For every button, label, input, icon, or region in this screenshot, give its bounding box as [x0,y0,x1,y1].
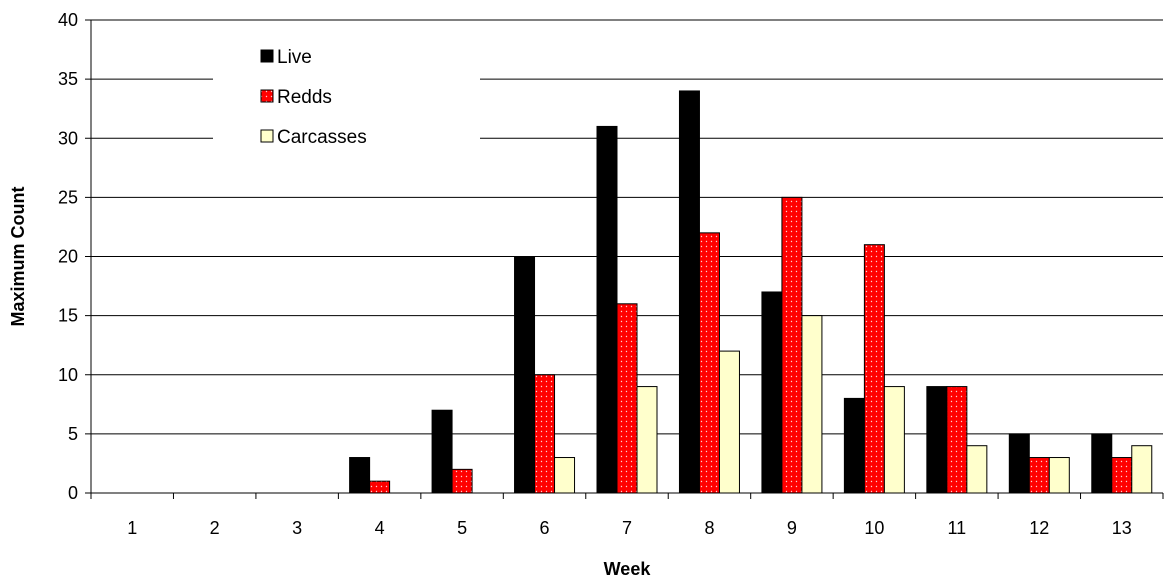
axes [85,19,1164,499]
y-tick-label: 35 [58,69,78,89]
y-tick-label: 10 [58,365,78,385]
bar-carcasses-week-6 [554,457,576,494]
legend-label-redds: Redds [277,87,332,108]
bar-redds-week-6 [534,374,556,494]
x-tick-label: 9 [787,518,797,538]
bar-redds-week-9 [781,196,803,494]
x-tick-label: 3 [292,518,302,538]
bar-carcasses-week-9 [801,315,823,494]
bar-redds-week-5 [451,468,473,494]
y-tick-label: 5 [68,424,78,444]
bar-carcasses-week-10 [883,386,905,494]
legend-swatch-redds [260,89,274,103]
bar-live-week-5 [431,409,453,494]
x-tick-label: 11 [948,518,967,538]
x-tick-label: 13 [1112,518,1132,538]
bar-carcasses-week-12 [1048,457,1070,494]
bar-carcasses-week-11 [966,445,988,494]
bar-live-week-7 [596,125,618,494]
x-tick-label: 6 [540,518,550,538]
y-tick-label: 25 [58,187,78,207]
x-tick-label: 1 [127,518,137,538]
bar-live-week-4 [349,457,371,494]
legend-label-carcasses: Carcasses [277,127,367,148]
y-tick-label: 15 [58,306,78,326]
bar-live-week-9 [761,291,783,494]
y-tick-label: 40 [58,10,78,30]
bar-redds-week-10 [863,244,885,494]
bar-redds-week-8 [698,232,720,494]
bar-redds-week-11 [946,386,968,494]
x-tick-label: 4 [375,518,385,538]
bar-live-week-12 [1008,433,1030,494]
y-tick-label: 20 [58,247,78,267]
legend-swatch-carcasses [260,129,274,143]
bar-live-week-13 [1091,433,1113,494]
bar-redds-week-13 [1111,457,1133,494]
x-tick-label: 5 [457,518,467,538]
bar-redds-week-7 [616,303,638,494]
x-tick-label: 7 [622,518,632,538]
x-tick-label: 10 [864,518,884,538]
bar-carcasses-week-7 [636,386,658,494]
bar-live-week-6 [514,256,536,494]
bar-live-week-11 [926,386,948,494]
bar-live-week-8 [678,90,700,494]
bar-live-week-10 [843,397,865,494]
y-tick-label: 30 [58,128,78,148]
legend-label-live: Live [277,47,312,68]
legend-swatch-live [260,49,274,63]
bars [349,90,1153,494]
bar-carcasses-week-13 [1131,445,1153,494]
x-tick-label: 8 [704,518,714,538]
x-tick-label: 12 [1029,518,1049,538]
bar-redds-week-4 [369,480,391,494]
x-tick-label: 2 [210,518,220,538]
y-axis-title: Maximum Count [8,186,28,326]
x-axis-title: Week [604,559,652,579]
bar-carcasses-week-8 [718,350,740,494]
bar-redds-week-12 [1028,457,1050,494]
legend: Live Redds Carcasses [260,47,367,148]
y-tick-label: 0 [68,483,78,503]
